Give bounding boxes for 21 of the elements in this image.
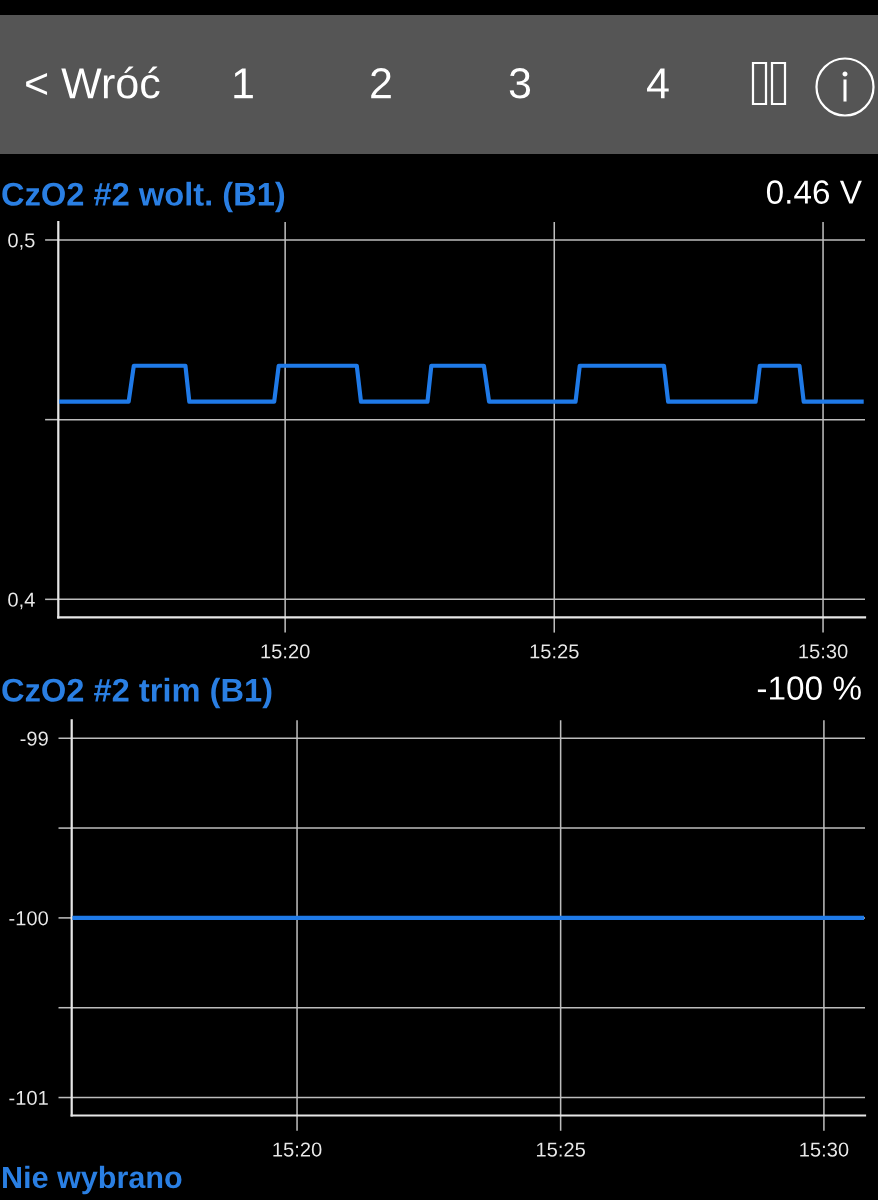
x-tick-label: 15:25 (530, 644, 579, 659)
y-tick-label: -100 (9, 911, 48, 926)
chart-title: CzO2 #2 wolt. (B1) (2, 181, 285, 213)
text: 4 (647, 68, 669, 99)
chart-subtitle: -100 % (757, 676, 861, 700)
chart-subtitle: 0.46 V (766, 180, 862, 204)
x-tick-label: 15:20 (273, 1142, 322, 1157)
x-tick-label: 15:20 (261, 644, 310, 659)
y-tick-label: 0,4 (8, 592, 35, 610)
chart-title: CzO2 #2 trim (B1) (2, 677, 272, 709)
y-tick-label: 0,5 (8, 233, 35, 250)
text: < Wróć (26, 66, 160, 99)
x-tick-label: 15:30 (800, 1142, 849, 1157)
y-tick-label: -99 (20, 731, 48, 746)
text: Nie wybrano (3, 1165, 182, 1195)
text: 2 (371, 68, 391, 99)
y-tick-label: -101 (9, 1090, 48, 1106)
x-tick-label: 15:30 (799, 644, 848, 659)
text: 3 (509, 68, 531, 99)
text: 1 (234, 68, 253, 99)
x-tick-label: 15:25 (536, 1142, 585, 1157)
